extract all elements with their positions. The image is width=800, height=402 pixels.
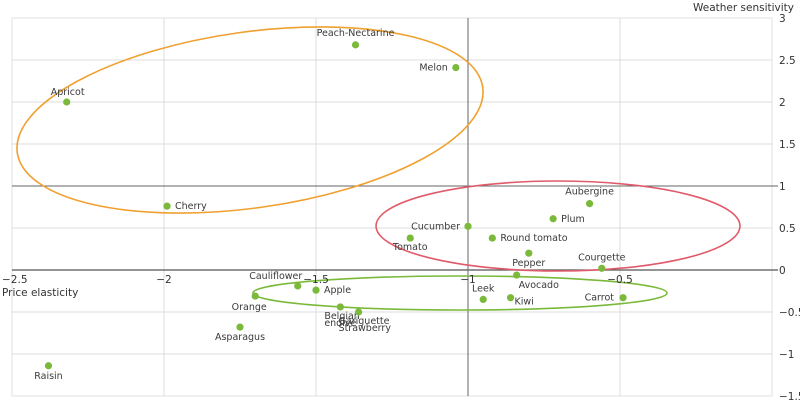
point-label: endive — [324, 318, 356, 329]
data-point — [488, 234, 496, 242]
data-point — [464, 222, 472, 230]
x-tick-label: −1 — [460, 274, 475, 286]
data-points: Apricot Peach-Nectarine Melon Cherry Aubergi… — [34, 28, 627, 382]
point-label: Asparagus — [215, 332, 265, 343]
point-label: Avocado — [519, 280, 559, 291]
tick-labels: −2.5 −2 −1.5 −1 −0.5 3 2.5 2 1.5 1 0.5 0 −0.5 −1 −1.5 — [2, 13, 800, 402]
point-label: Gariguette — [339, 316, 390, 327]
point-label: Melon — [419, 63, 448, 74]
data-point — [513, 271, 521, 279]
point-label: Leek — [472, 283, 495, 294]
data-point — [479, 295, 487, 303]
x-tick-label: −0.5 — [607, 274, 633, 286]
x-tick-label: −1.5 — [303, 274, 329, 286]
y-tick-label: −0.5 — [779, 307, 800, 319]
red-cluster-ellipse — [375, 180, 741, 272]
data-point — [63, 98, 71, 106]
point-label: Pepper — [512, 258, 545, 269]
data-point — [598, 264, 606, 272]
data-point — [163, 202, 171, 210]
y-tick-label: 2.5 — [779, 55, 796, 67]
data-point — [44, 362, 53, 370]
axes — [12, 18, 778, 396]
data-point — [406, 234, 414, 242]
y-tick-label: 0 — [779, 265, 786, 277]
point-label: Apricot — [51, 87, 85, 98]
y-tick-label: 2 — [779, 97, 786, 109]
data-point — [525, 249, 533, 257]
orange-cluster-ellipse — [16, 26, 484, 214]
data-point — [354, 308, 363, 316]
point-label: Peach-Nectarine — [317, 28, 395, 39]
data-point — [619, 294, 627, 302]
point-label: Cucumber — [411, 221, 460, 232]
point-label: Carrot — [585, 293, 615, 304]
y-tick-label: 3 — [779, 13, 786, 25]
x-tick-label: −2.5 — [2, 274, 28, 286]
data-point — [351, 41, 360, 49]
point-label: Strawberry — [339, 323, 392, 334]
point-label: Cherry — [175, 201, 207, 212]
data-point — [506, 294, 515, 302]
x-axis-title: Price elasticity — [2, 287, 78, 299]
data-point — [294, 282, 302, 290]
green-cluster-ellipse — [252, 275, 668, 311]
y-axis-title: Weather sensitivity — [693, 2, 794, 14]
point-label: Courgette — [578, 252, 626, 263]
y-tick-label: −1.5 — [779, 391, 800, 402]
point-label: Kiwi — [515, 297, 534, 308]
point-label: Plum — [561, 214, 585, 225]
point-label: Raisin — [34, 371, 62, 382]
data-point — [549, 215, 557, 223]
data-point — [336, 303, 344, 311]
data-point — [251, 292, 259, 300]
data-point — [452, 63, 460, 72]
y-tick-label: 1 — [779, 181, 786, 193]
point-label: Cauliflower — [249, 271, 302, 282]
cluster-ellipses — [16, 26, 741, 311]
y-tick-label: −1 — [779, 349, 794, 361]
data-point — [312, 286, 320, 294]
data-point — [586, 200, 594, 208]
point-label: Apple — [324, 285, 351, 296]
point-label: Tomato — [392, 242, 428, 253]
y-tick-label: 1.5 — [779, 139, 796, 151]
y-tick-label: 0.5 — [779, 223, 796, 235]
point-label: Round tomato — [500, 233, 567, 244]
point-label: Orange — [232, 302, 267, 313]
point-label: Belgian — [324, 311, 360, 322]
x-tick-label: −2 — [156, 274, 171, 286]
plot-frame — [11, 17, 773, 397]
point-label: Aubergine — [565, 187, 614, 198]
data-point — [236, 323, 244, 331]
